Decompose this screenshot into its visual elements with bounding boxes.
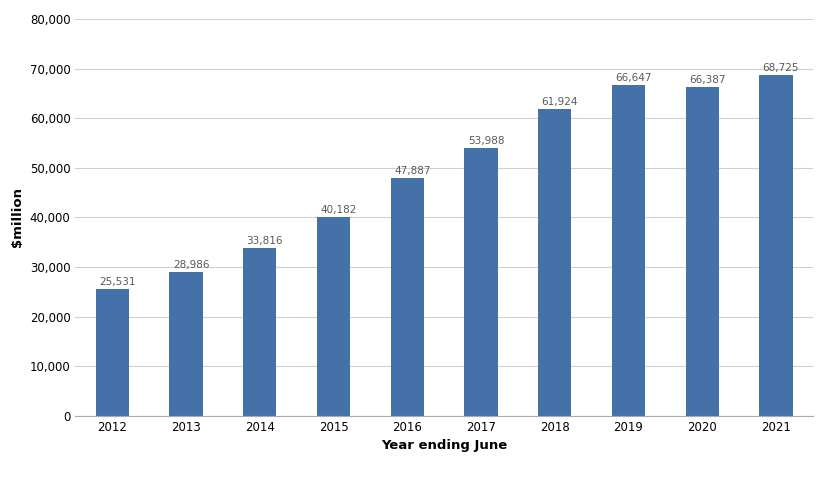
Bar <box>243 248 277 416</box>
Bar <box>538 109 572 416</box>
Text: 40,182: 40,182 <box>320 205 357 215</box>
Bar <box>317 217 350 416</box>
Text: 28,986: 28,986 <box>173 260 210 270</box>
Text: 66,647: 66,647 <box>615 73 652 83</box>
Bar <box>169 272 203 416</box>
Bar <box>464 148 498 416</box>
Bar <box>391 178 424 416</box>
Bar <box>96 289 129 416</box>
Bar <box>685 87 719 416</box>
Text: 53,988: 53,988 <box>468 136 504 146</box>
Text: 68,725: 68,725 <box>763 63 799 73</box>
Bar <box>759 75 793 416</box>
Text: 25,531: 25,531 <box>99 277 136 287</box>
X-axis label: Year ending June: Year ending June <box>381 439 507 452</box>
Text: 61,924: 61,924 <box>541 97 578 107</box>
Text: 47,887: 47,887 <box>394 166 431 176</box>
Text: 66,387: 66,387 <box>689 75 726 85</box>
Y-axis label: $million: $million <box>11 187 24 248</box>
Bar <box>612 86 645 416</box>
Text: 33,816: 33,816 <box>246 236 283 246</box>
